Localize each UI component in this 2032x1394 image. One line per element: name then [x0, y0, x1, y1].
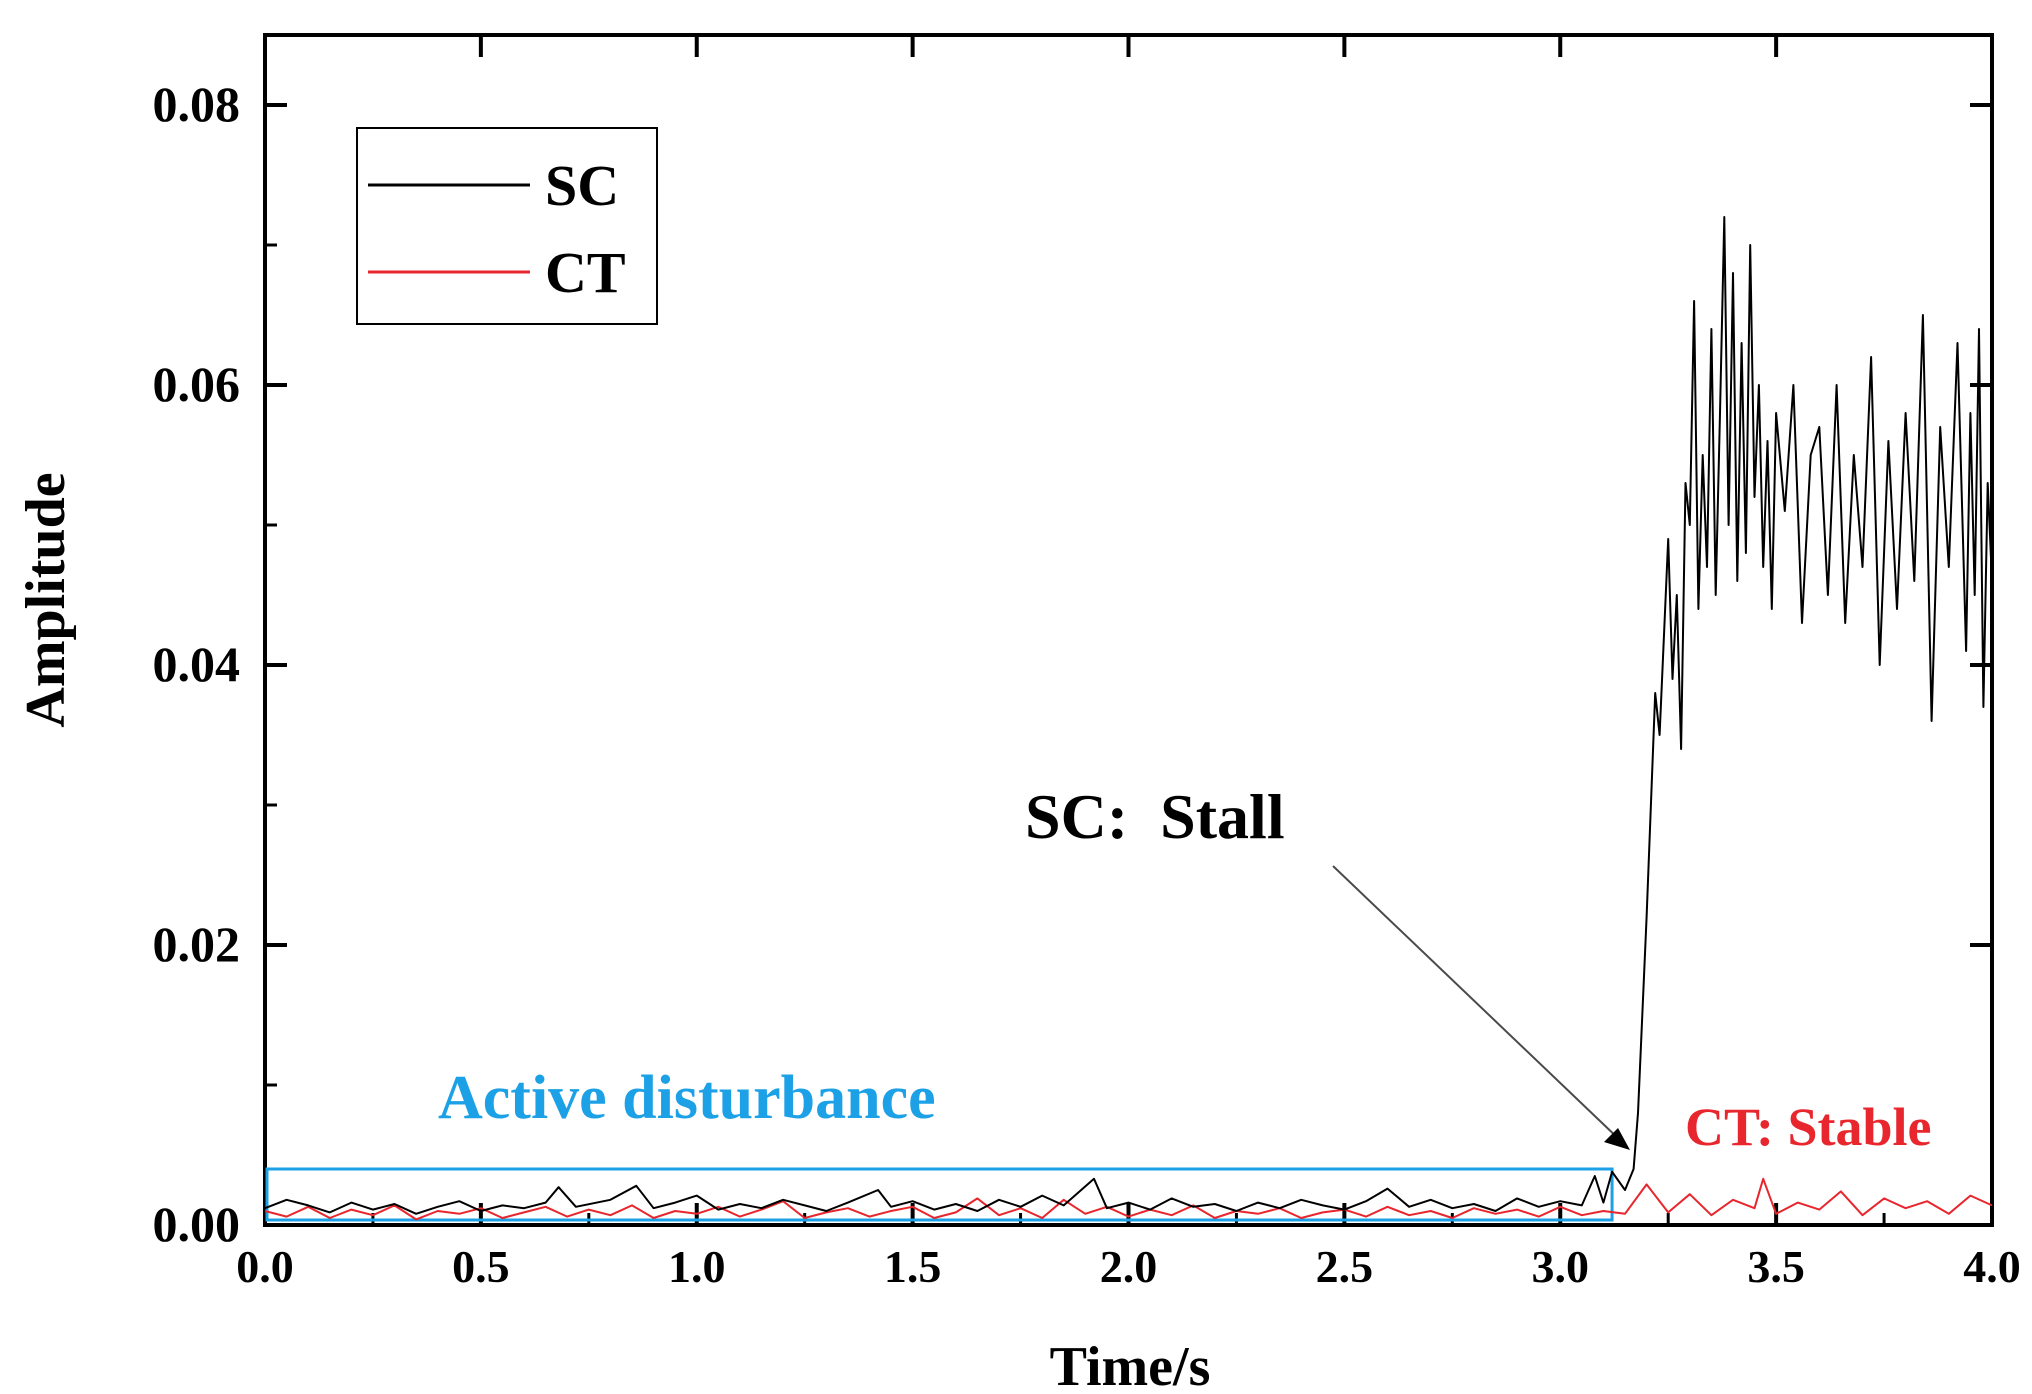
x-tick-label-7: 3.5: [1747, 1241, 1805, 1292]
x-axis-tick-labels: 0.0 0.5 1.0 1.5 2.0 2.5 3.0 3.5 4.0: [236, 1241, 2021, 1292]
y-tick-label-3: 0.06: [153, 356, 241, 412]
y-axis-tick-labels: 0.00 0.02 0.04 0.06 0.08: [153, 76, 241, 1252]
y-axis-label: Amplitude: [15, 472, 77, 727]
active-disturbance-box: [265, 1167, 1614, 1222]
x-tick-label-5: 2.5: [1316, 1241, 1374, 1292]
series-ct-line: [264, 1177, 1993, 1221]
x-tick-label-2: 1.0: [668, 1241, 726, 1292]
legend: SC CT: [356, 127, 658, 325]
x-tick-label-0: 0.0: [236, 1241, 294, 1292]
stall-arrow-head: [1604, 1128, 1630, 1150]
y-tick-label-4: 0.08: [153, 76, 241, 132]
legend-label-sc: SC: [545, 153, 619, 218]
x-axis-label: Time/s: [1050, 1336, 1211, 1394]
x-tick-label-4: 2.0: [1100, 1241, 1158, 1292]
y-axis-ticks: [265, 103, 1992, 1227]
x-tick-label-1: 0.5: [452, 1241, 510, 1292]
y-tick-label-0: 0.00: [153, 1196, 241, 1252]
x-tick-label-3: 1.5: [884, 1241, 942, 1292]
x-tick-label-6: 3.0: [1532, 1241, 1590, 1292]
x-tick-label-8: 4.0: [1963, 1241, 2021, 1292]
y-tick-label-2: 0.04: [153, 636, 241, 692]
y-tick-label-1: 0.02: [153, 916, 241, 972]
series-sc-line: [264, 216, 1993, 1215]
series-group: [264, 216, 1993, 1221]
annotation-sc-stall: SC: Stall: [1025, 781, 1285, 852]
stall-arrow: [1332, 865, 1630, 1150]
annotation-ct-stable: CT: Stable: [1685, 1097, 1932, 1157]
annotation-active-disturbance: Active disturbance: [438, 1064, 936, 1132]
legend-box: [356, 127, 658, 325]
stall-arrow-line: [1332, 865, 1623, 1143]
legend-label-ct: CT: [545, 240, 626, 305]
